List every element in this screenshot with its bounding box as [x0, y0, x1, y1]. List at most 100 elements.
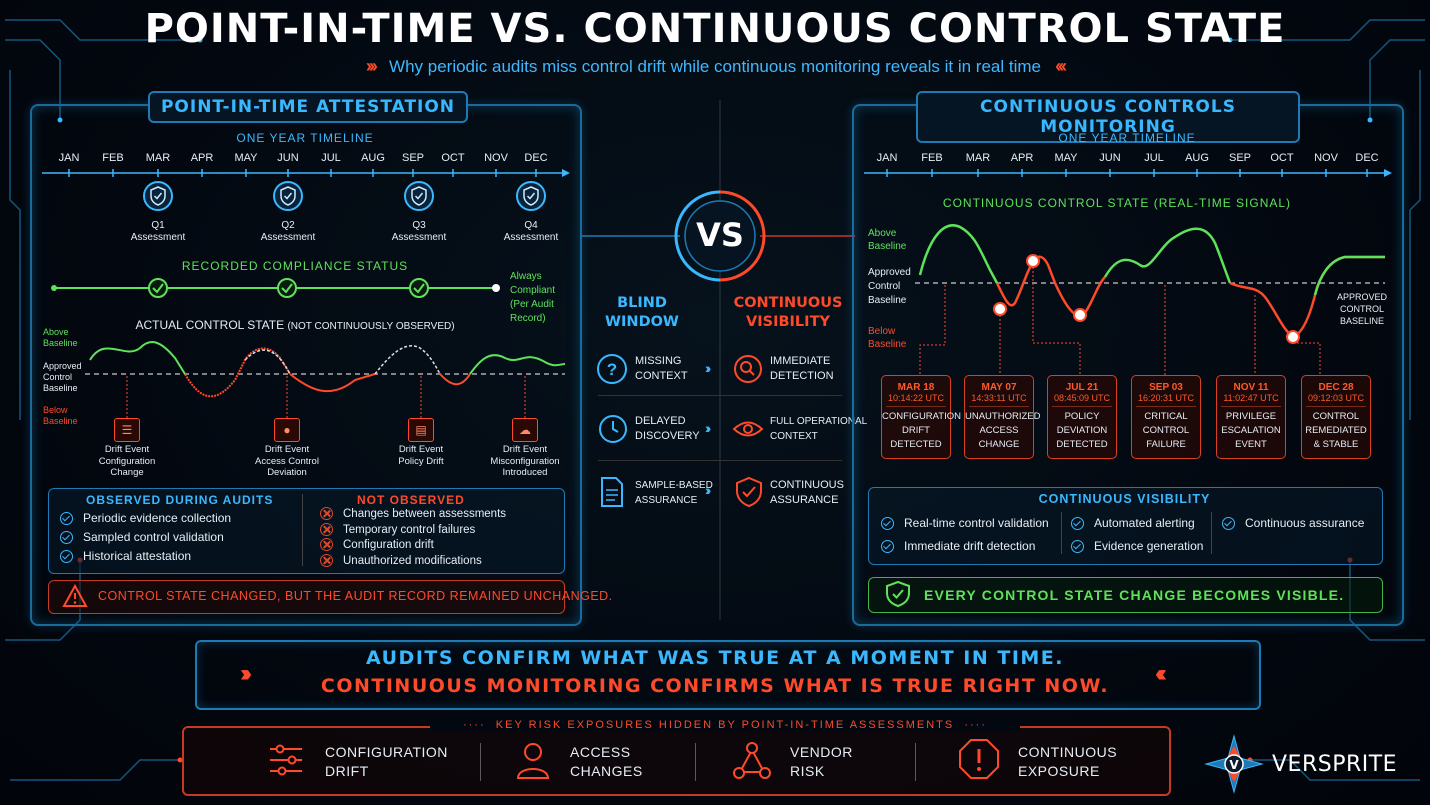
- sample-based-assurance: SAMPLE-BASED ASSURANCE: [635, 480, 713, 506]
- chevrons-right-icon: ›››: [240, 660, 252, 687]
- month-label: JUN: [277, 152, 299, 164]
- continuous-visibility-title: CONTINUOUS VISIBILITY: [1038, 492, 1211, 506]
- month-label: MAY: [234, 152, 258, 164]
- month-label: APR: [190, 152, 214, 164]
- month-label: SEP: [1228, 152, 1251, 164]
- risk-divider: [915, 743, 916, 781]
- actual-state-heading: ACTUAL CONTROL STATE (NOT CONTINUOUSLY O…: [135, 318, 455, 332]
- risk-vendor-risk: VENDOR RISK: [790, 744, 853, 779]
- document-icon: ▤: [408, 418, 434, 442]
- assessment-label: Q1 Assessment: [130, 220, 186, 243]
- quote-line-2: CONTINUOUS MONITORING CONFIRMS WHAT IS T…: [320, 675, 1110, 697]
- right-approved-label: APPROVED CONTROL BASELINE: [1336, 292, 1387, 326]
- event-card: JUL 21 08:45:09 UTC POLICY DEVIATION DETECTE…: [1047, 375, 1117, 459]
- event-card: NOV 11 11:02:47 UTC PRIVILEGE ESCALATION EVE…: [1216, 375, 1286, 459]
- risk-divider: [480, 743, 481, 781]
- list-item: Automated alerting: [1071, 512, 1203, 535]
- versprite-logo-text: VERSPRITE: [1272, 752, 1398, 777]
- svg-text:V: V: [1229, 758, 1239, 772]
- month-label: JUL: [321, 152, 341, 164]
- risk-continuous-exposure: CONTINUOUS EXPOSURE: [1018, 744, 1118, 779]
- right-panel-title: CONTINUOUS CONTROLS MONITORING: [916, 91, 1300, 143]
- shield-icon: [272, 180, 304, 212]
- month-label: APR: [1010, 152, 1034, 164]
- month-label: NOV: [484, 152, 508, 164]
- left-timeline-axis: [42, 169, 570, 177]
- document-icon: [601, 477, 623, 507]
- visibility-col-1: Real-time control validation Immediate d…: [881, 512, 1049, 558]
- right-approved-baseline: Approved Control Baseline: [868, 267, 911, 306]
- visibility-col-3: Continuous assurance: [1222, 512, 1364, 535]
- recorded-status-label: RECORDED COMPLIANCE STATUS: [181, 259, 409, 273]
- event-card: DEC 28 09:12:03 UTC CONTROL REMEDIATED & STA…: [1301, 375, 1371, 459]
- warning-text: CONTROL STATE CHANGED, BUT THE AUDIT REC…: [98, 589, 613, 603]
- chevrons-right-icon: ›››: [365, 56, 378, 76]
- observed-box: [48, 488, 565, 574]
- shield-check-icon: [886, 580, 910, 608]
- drift-event-label: Drift Event Configuration Change: [98, 444, 156, 478]
- month-label: MAR: [145, 152, 171, 164]
- risk-box: [182, 726, 1171, 796]
- list-item: Unauthorized modifications: [320, 553, 506, 570]
- shield-icon: [142, 180, 174, 212]
- right-below-baseline: Below Baseline: [868, 326, 907, 350]
- cloud-icon: ☁: [512, 418, 538, 442]
- sliders-icon: ☰: [114, 418, 140, 442]
- event-card: SEP 03 16:20:31 UTC CRITICAL CONTROL FAILURE: [1131, 375, 1201, 459]
- list-item: Evidence generation: [1071, 535, 1203, 558]
- month-label: FEB: [921, 152, 943, 164]
- subtitle-text: Why periodic audits miss control drift w…: [389, 57, 1041, 76]
- left-approved-baseline: Approved Control Baseline: [43, 361, 82, 393]
- drift-event-label: Drift Event Access Control Deviation: [255, 444, 319, 478]
- month-label: DEC: [524, 152, 548, 164]
- vs-badge: [674, 190, 766, 282]
- list-item: Changes between assessments: [320, 507, 506, 523]
- x-icon: [320, 553, 333, 567]
- user-icon: [516, 743, 550, 779]
- right-timeline-axis: [864, 169, 1392, 177]
- observed-title: OBSERVED DURING AUDITS: [86, 493, 274, 507]
- shield-check-icon: [736, 476, 762, 508]
- recorded-status-line: [51, 278, 500, 298]
- assessment-label: Q2 Assessment: [260, 220, 316, 243]
- real-time-signal-wave: [915, 224, 1385, 375]
- risk-divider: [695, 743, 696, 781]
- actual-state-wave: [85, 341, 566, 418]
- check-icon: [60, 550, 73, 564]
- missing-context: MISSING CONTEXT: [635, 355, 688, 382]
- assessment-label: Q3 Assessment: [391, 220, 447, 243]
- list-item: Sampled control validation: [60, 528, 231, 547]
- not-observed-list: Changes between assessments Temporary co…: [320, 507, 506, 569]
- drift-event-label: Drift Event Policy Drift: [398, 444, 444, 467]
- month-label: OCT: [441, 152, 465, 164]
- visible-banner-text: EVERY CONTROL STATE CHANGE BECOMES VISIB…: [924, 587, 1345, 603]
- chevrons-left-icon: ‹‹‹: [1155, 660, 1167, 687]
- visibility-col-2: Automated alerting Evidence generation: [1071, 512, 1203, 558]
- quote-box: [195, 640, 1261, 710]
- list-item: Immediate drift detection: [881, 535, 1049, 558]
- check-icon: [60, 512, 73, 526]
- list-item: Temporary control failures: [320, 522, 506, 539]
- double-chevron-icon: ››: [705, 482, 712, 498]
- x-icon: [320, 538, 333, 552]
- full-operational-context: FULL OPERATIONAL CONTEXT: [770, 416, 868, 442]
- always-compliant-note: Always Compliant (Per Audit Record): [510, 271, 556, 324]
- observed-list: Periodic evidence collection Sampled con…: [60, 509, 231, 566]
- blind-window-label: BLIND WINDOW: [605, 295, 679, 330]
- risk-access-changes: ACCESS CHANGES: [570, 744, 643, 779]
- row-divider: [598, 460, 842, 461]
- month-label: MAY: [1054, 152, 1078, 164]
- month-label: DEC: [1355, 152, 1379, 164]
- quote-line-1: AUDITS CONFIRM WHAT WAS TRUE AT A MOMENT…: [366, 647, 1064, 669]
- event-card: MAY 07 14:33:11 UTC UNAUTHORIZED ACCESS CHAN…: [964, 375, 1040, 459]
- question-icon: ?: [597, 354, 627, 384]
- list-item: Periodic evidence collection: [60, 509, 231, 528]
- month-label: MAR: [965, 152, 991, 164]
- delayed-discovery: DELAYED DISCOVERY: [635, 415, 700, 442]
- visible-banner: [868, 577, 1383, 613]
- warning-triangle-icon: [62, 584, 88, 607]
- check-icon: [1071, 540, 1084, 554]
- signal-label: CONTINUOUS CONTROL STATE (REAL-TIME SIGN…: [942, 196, 1292, 210]
- continuous-visibility-box: [868, 487, 1383, 565]
- x-icon: [320, 522, 333, 536]
